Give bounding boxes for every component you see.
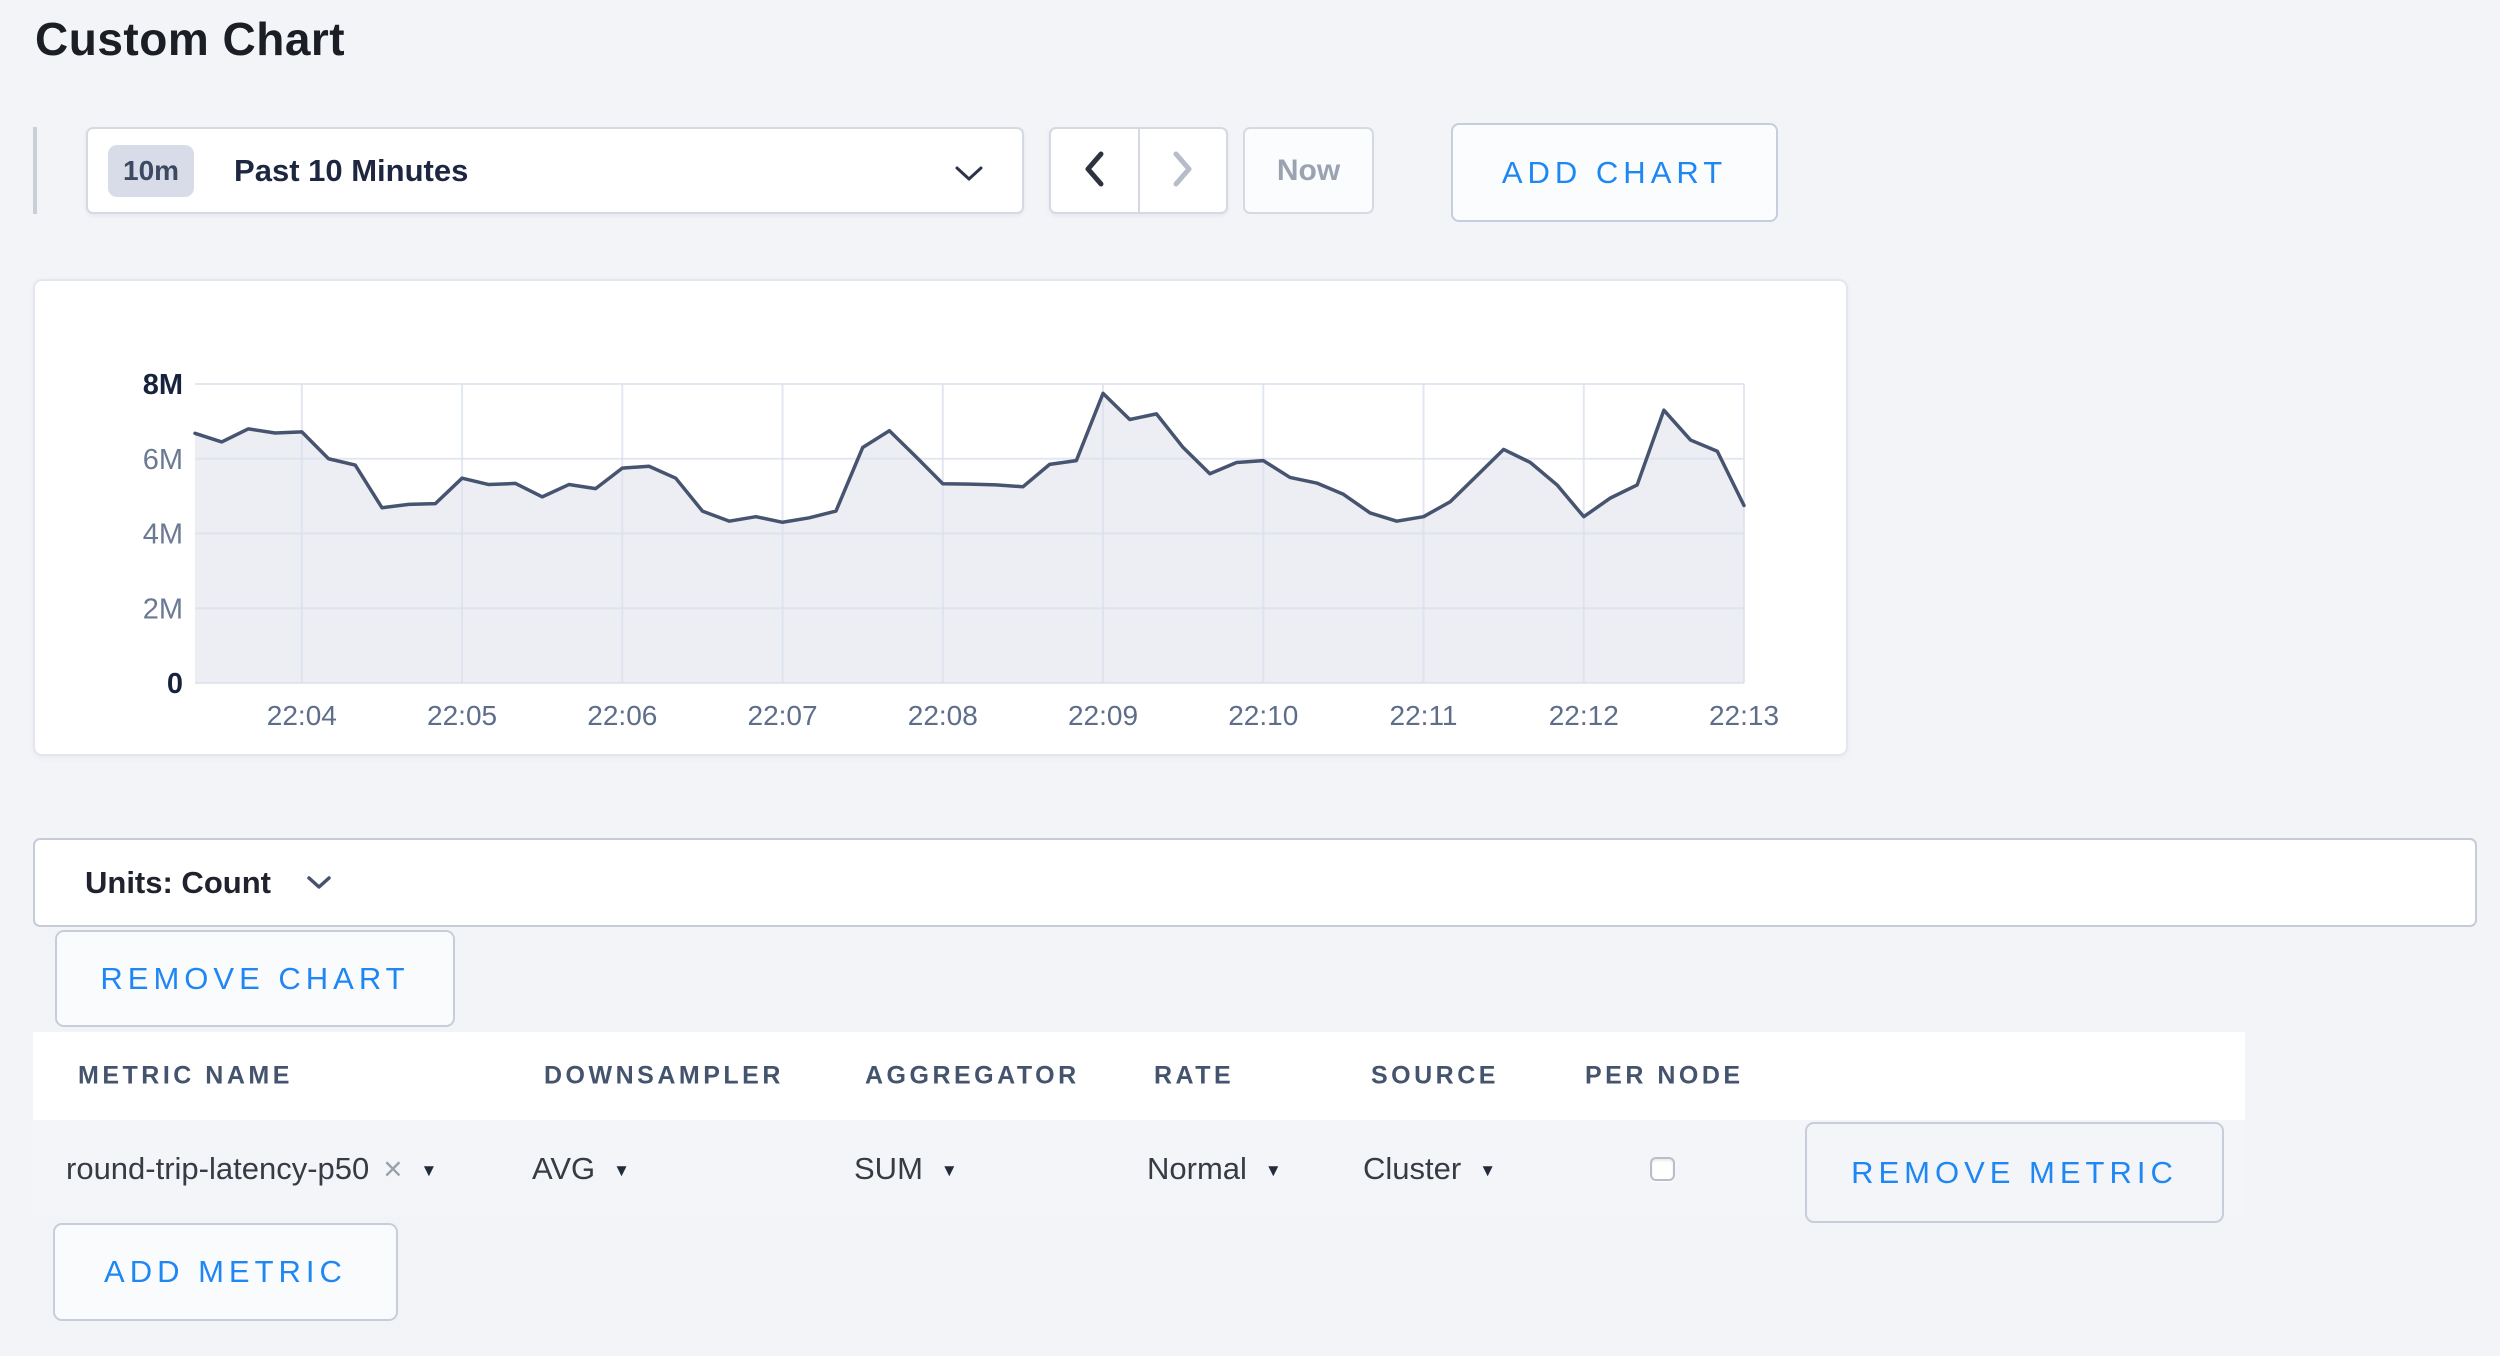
- clear-metric-icon[interactable]: ×: [383, 1149, 403, 1187]
- time-forward-button[interactable]: [1137, 129, 1227, 212]
- add-chart-button[interactable]: ADD CHART: [1451, 123, 1778, 222]
- x-tick-label: 22:07: [748, 700, 818, 731]
- page-title: Custom Chart: [35, 13, 346, 65]
- col-header-downsampler: DOWNSAMPLER: [544, 1061, 784, 1090]
- chart-card: 22:04 22:05 22:06 22:07 22:08 22:09 22:10 22:11…: [33, 279, 1848, 756]
- y-tick-label: 6M: [143, 444, 183, 476]
- x-tick-label: 22:06: [587, 700, 657, 731]
- caret-down-icon: ▼: [420, 1160, 438, 1180]
- toolbar-accent-bar: [33, 127, 37, 214]
- remove-metric-button[interactable]: REMOVE METRIC: [1805, 1122, 2224, 1223]
- caret-down-icon: ▼: [940, 1160, 958, 1180]
- caret-down-icon: ▼: [1479, 1160, 1497, 1180]
- per-node-checkbox[interactable]: [1650, 1156, 1675, 1181]
- metrics-table-header: METRIC NAME DOWNSAMPLER AGGREGATOR RATE …: [33, 1032, 2245, 1120]
- x-tick-label: 22:04: [267, 700, 337, 731]
- caret-down-icon: ▼: [1264, 1160, 1282, 1180]
- col-header-metric-name: METRIC NAME: [78, 1061, 293, 1090]
- x-tick-label: 22:11: [1390, 700, 1458, 731]
- metric-table-row: round-trip-latency-p50 × ▼ AVG ▼ SUM ▼ N…: [33, 1120, 2245, 1217]
- time-range-label: Past 10 Minutes: [234, 152, 469, 188]
- aggregator-value: SUM: [854, 1150, 923, 1186]
- x-tick-label: 22:10: [1228, 700, 1298, 731]
- x-tick-label: 22:13: [1709, 700, 1779, 731]
- series-area-fill: [195, 393, 1744, 683]
- downsampler-select[interactable]: AVG ▼: [532, 1151, 630, 1187]
- chevron-down-icon: [954, 165, 984, 188]
- col-header-rate: RATE: [1154, 1061, 1235, 1090]
- y-tick-label: 8M: [143, 369, 183, 401]
- col-header-source: SOURCE: [1371, 1061, 1499, 1090]
- x-tick-label: 22:09: [1068, 700, 1138, 731]
- source-select[interactable]: Cluster ▼: [1363, 1151, 1496, 1187]
- chevron-right-icon: [1170, 149, 1196, 192]
- metric-name-value: round-trip-latency-p50: [66, 1150, 370, 1186]
- series-line: [193, 391, 1746, 525]
- chevron-left-icon: [1081, 149, 1107, 192]
- downsampler-value: AVG: [532, 1150, 596, 1186]
- time-pager: [1049, 127, 1228, 214]
- units-dropdown[interactable]: Units: Count: [33, 838, 2477, 927]
- add-metric-button[interactable]: ADD METRIC: [53, 1223, 398, 1321]
- col-header-aggregator: AGGREGATOR: [865, 1061, 1080, 1090]
- source-value: Cluster: [1363, 1150, 1462, 1186]
- remove-chart-button[interactable]: REMOVE CHART: [55, 930, 455, 1027]
- units-label: Units: Count: [85, 864, 271, 900]
- y-tick-label: 0: [167, 668, 183, 700]
- chevron-down-icon: [306, 875, 332, 896]
- x-tick-label: 22:05: [427, 700, 497, 731]
- y-tick-label: 4M: [143, 519, 183, 551]
- area-line-chart[interactable]: 22:04 22:05 22:06 22:07 22:08 22:09 22:10 22:11…: [35, 281, 1846, 754]
- col-header-per-node: PER NODE: [1585, 1061, 1744, 1090]
- rate-value: Normal: [1147, 1150, 1247, 1186]
- time-range-dropdown[interactable]: 10m Past 10 Minutes: [86, 127, 1024, 214]
- per-node-cell: [1650, 1156, 1675, 1181]
- aggregator-select[interactable]: SUM ▼: [854, 1151, 958, 1187]
- caret-down-icon: ▼: [613, 1160, 630, 1180]
- y-tick-label: 2M: [143, 593, 183, 625]
- x-tick-label: 22:08: [908, 700, 978, 731]
- now-button[interactable]: Now: [1243, 127, 1374, 214]
- metric-name-select[interactable]: round-trip-latency-p50 × ▼: [66, 1150, 437, 1188]
- rate-select[interactable]: Normal ▼: [1147, 1151, 1282, 1187]
- x-tick-label: 22:12: [1549, 700, 1619, 731]
- time-back-button[interactable]: [1051, 129, 1138, 212]
- time-window-badge: 10m: [108, 144, 195, 197]
